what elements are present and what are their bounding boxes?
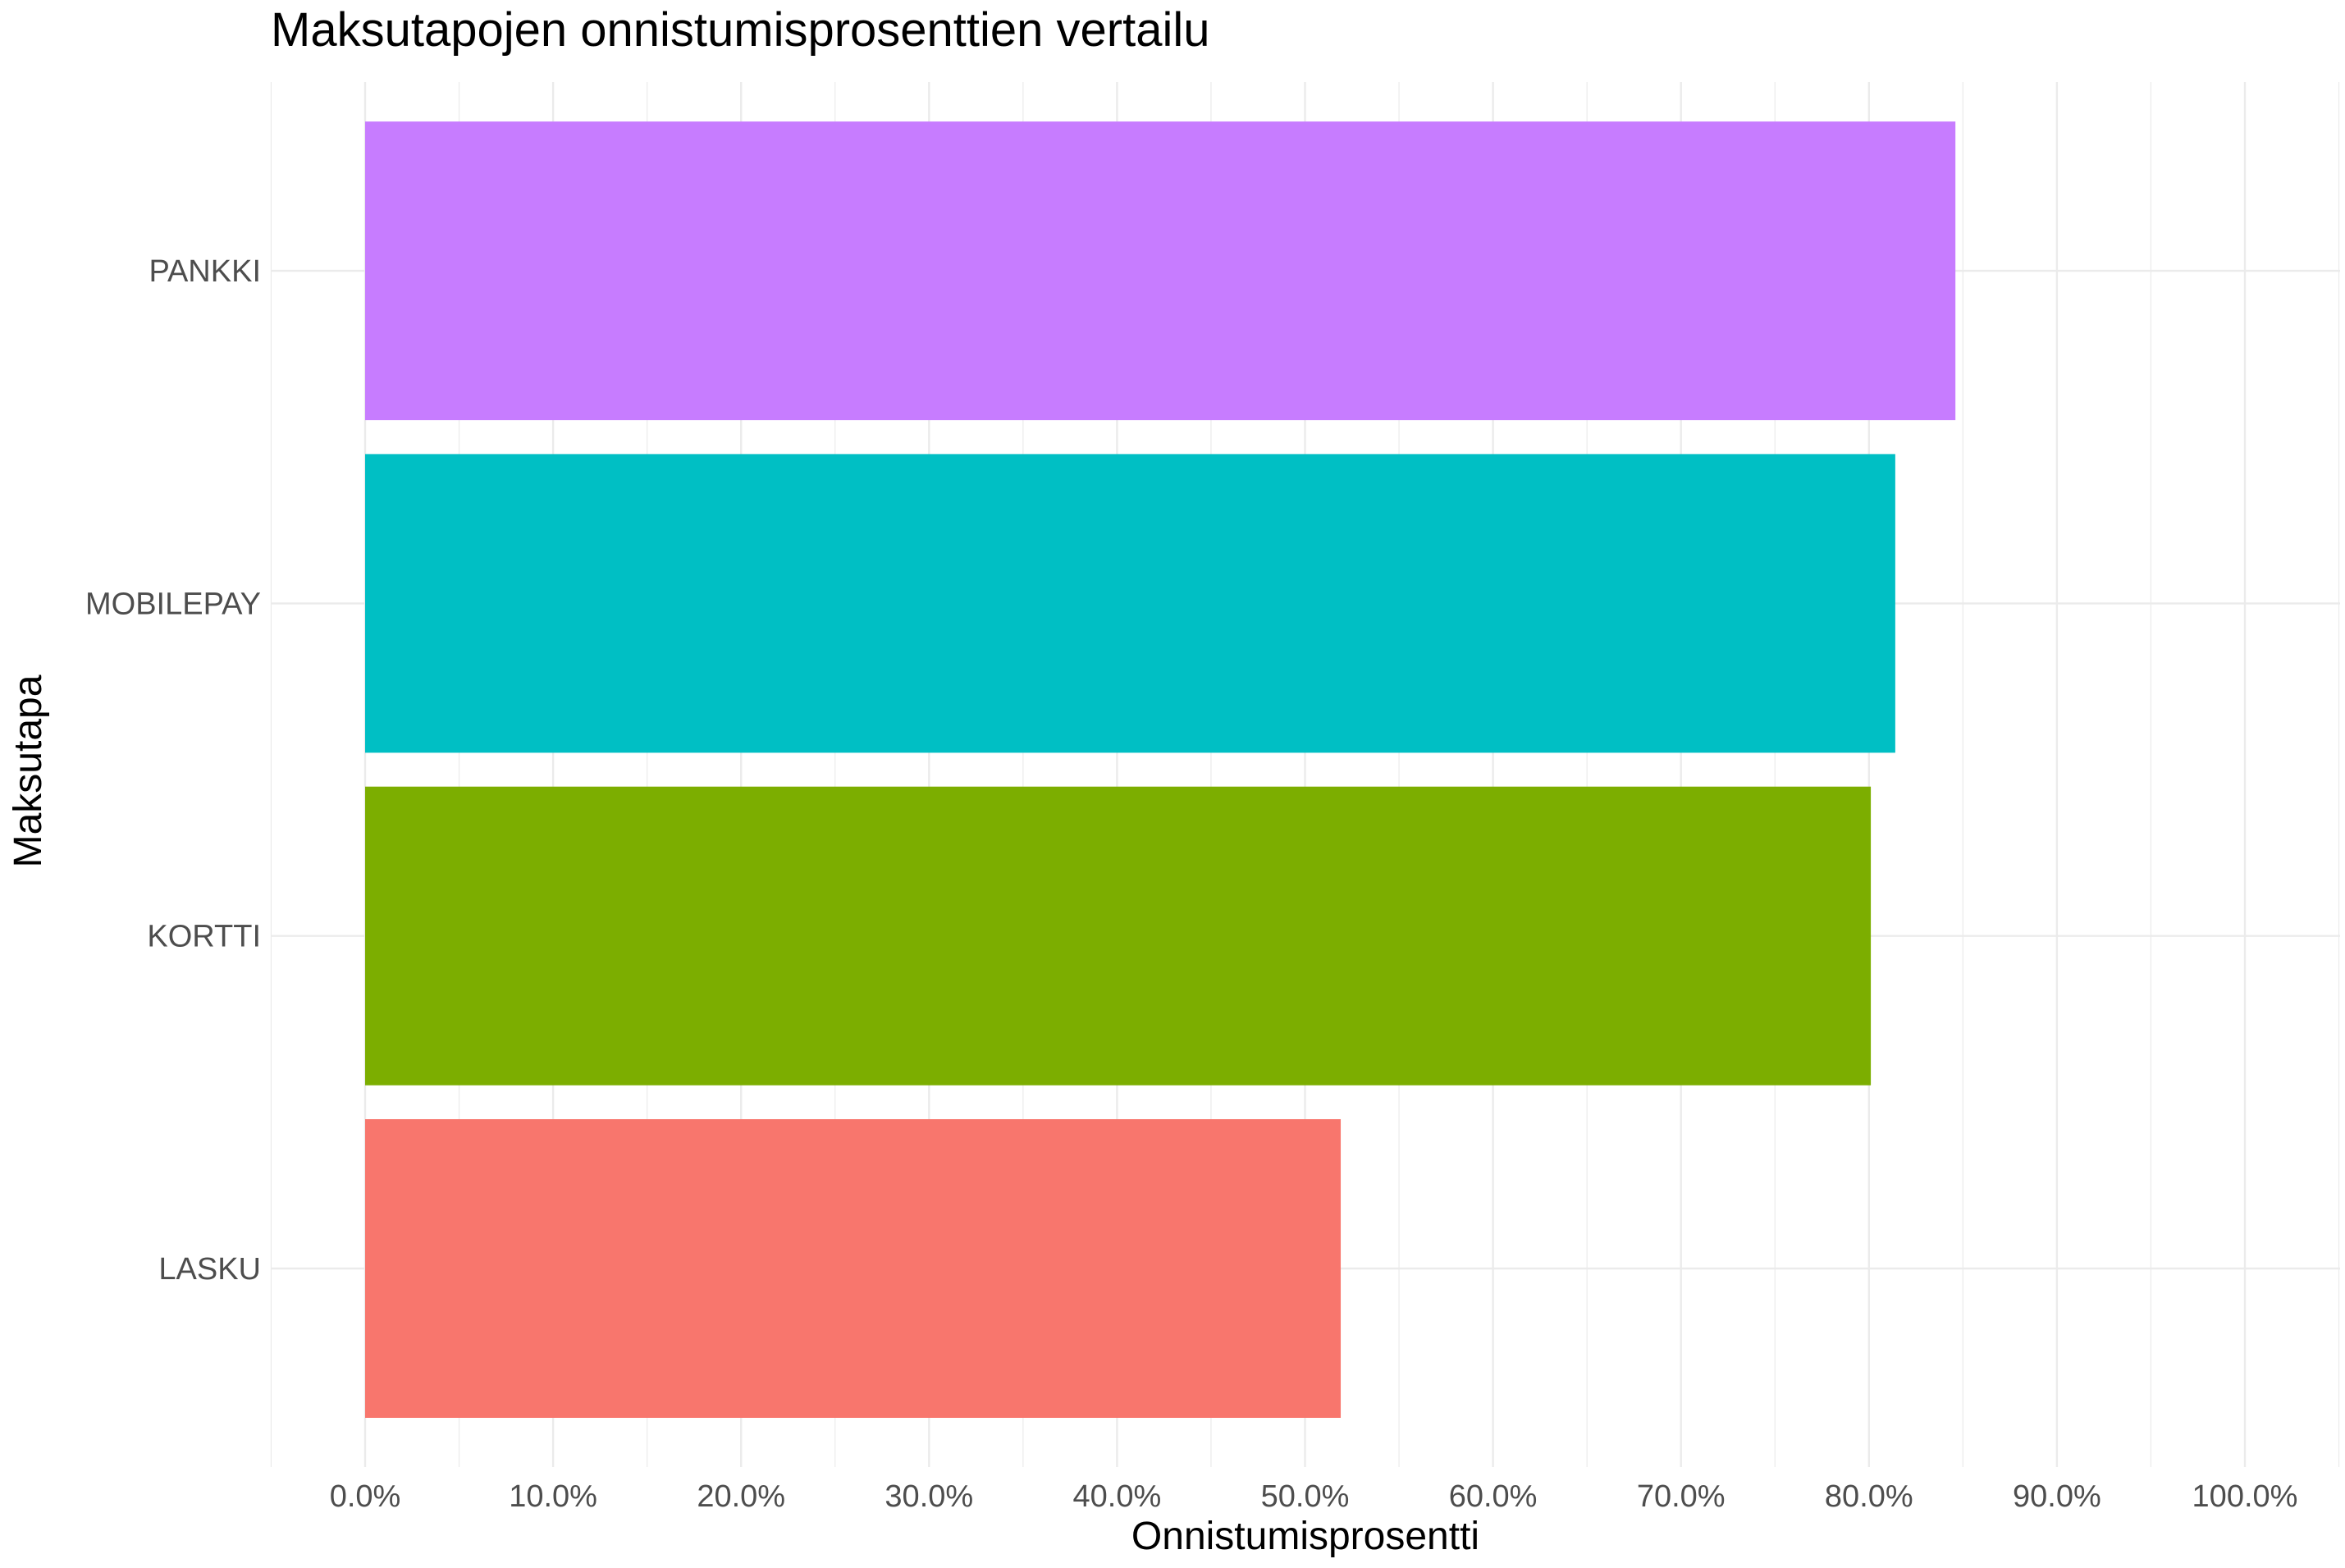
y-tick-label: MOBILEPAY <box>85 587 261 621</box>
x-axis-title: Onnistumisprosentti <box>1131 1515 1479 1558</box>
x-tick-label: 20.0% <box>697 1479 785 1514</box>
bar-lasku <box>365 1119 1342 1418</box>
y-axis-title: Maksutapa <box>7 674 50 867</box>
x-tick-label: 100.0% <box>2192 1479 2298 1514</box>
x-tick-label: 0.0% <box>330 1479 401 1514</box>
x-tick-label: 50.0% <box>1261 1479 1350 1514</box>
x-tick-label: 80.0% <box>1825 1479 1913 1514</box>
bar-kortti <box>365 786 1872 1086</box>
x-tick-label: 60.0% <box>1449 1479 1538 1514</box>
x-tick-label: 90.0% <box>2013 1479 2101 1514</box>
y-tick-label: LASKU <box>158 1252 261 1287</box>
bars <box>365 121 1956 1418</box>
x-tick-label: 70.0% <box>1637 1479 1726 1514</box>
chart-title: Maksutapojen onnistumisprosenttien verta… <box>271 3 1210 57</box>
bar-pankki <box>365 121 1956 421</box>
y-axis-tick-labels: LASKU KORTTI MOBILEPAY PANKKI <box>85 254 261 1287</box>
y-tick-label: KORTTI <box>147 920 261 954</box>
x-tick-label: 10.0% <box>509 1479 597 1514</box>
x-axis-tick-labels: 0.0% 10.0% 20.0% 30.0% 40.0% 50.0% 60.0% 70.0% 8… <box>330 1479 2298 1514</box>
x-tick-label: 40.0% <box>1073 1479 1162 1514</box>
y-tick-label: PANKKI <box>149 254 261 289</box>
bar-mobilepay <box>365 454 1895 753</box>
x-tick-label: 30.0% <box>885 1479 973 1514</box>
